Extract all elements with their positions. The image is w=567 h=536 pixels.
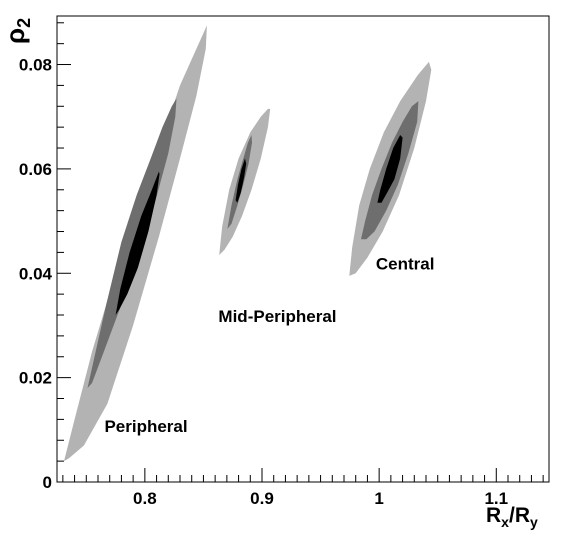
x-axis-title-r1: R [486,504,501,527]
svg-text:Rx/Ry: Rx/Ry [486,504,538,530]
contour-region3-level3 [377,135,403,203]
region-label: Peripheral [104,417,187,436]
contour-layer [64,25,432,462]
y-tick-label: 0 [43,473,52,492]
y-tick-label: 0.02 [19,369,52,388]
plot-frame [56,15,550,483]
x-axis-title-sub2: y [530,514,538,530]
x-axis-title-slash: / [509,504,515,527]
y-tick-label: 0.08 [19,56,52,75]
annotation-layer: Peripheral Mid-Peripheral Central [104,255,434,436]
x-axis-title: Rx/Ry [486,504,538,530]
y-tick-label: 0.06 [19,160,52,179]
contour-region1-level3 [115,171,160,315]
contour-region2-level1 [219,108,271,256]
x-axis-title-r2: R [515,504,530,527]
y-axis-title-subscript: 2 [14,18,34,28]
svg-text:ρ2: ρ2 [0,18,34,44]
y-axis-title-symbol: ρ [0,28,30,44]
region-label: Central [376,255,435,274]
contour-region1-level2 [87,98,177,389]
x-axis-title-sub1: x [501,514,509,530]
x-tick-label: 0.8 [133,489,157,508]
tick-layer: 0.8 0.9 1 1.1 0 0.02 0.04 0.06 0.08 [19,22,544,508]
region-label: Mid-Peripheral [218,307,336,326]
y-axis-title: ρ2 [0,18,34,44]
contour-region2-level3 [235,158,247,203]
y-tick-label: 0.04 [19,264,53,283]
x-tick-label: 1.1 [484,489,508,508]
x-tick-label: 1 [374,489,383,508]
x-tick-label: 0.9 [250,489,274,508]
